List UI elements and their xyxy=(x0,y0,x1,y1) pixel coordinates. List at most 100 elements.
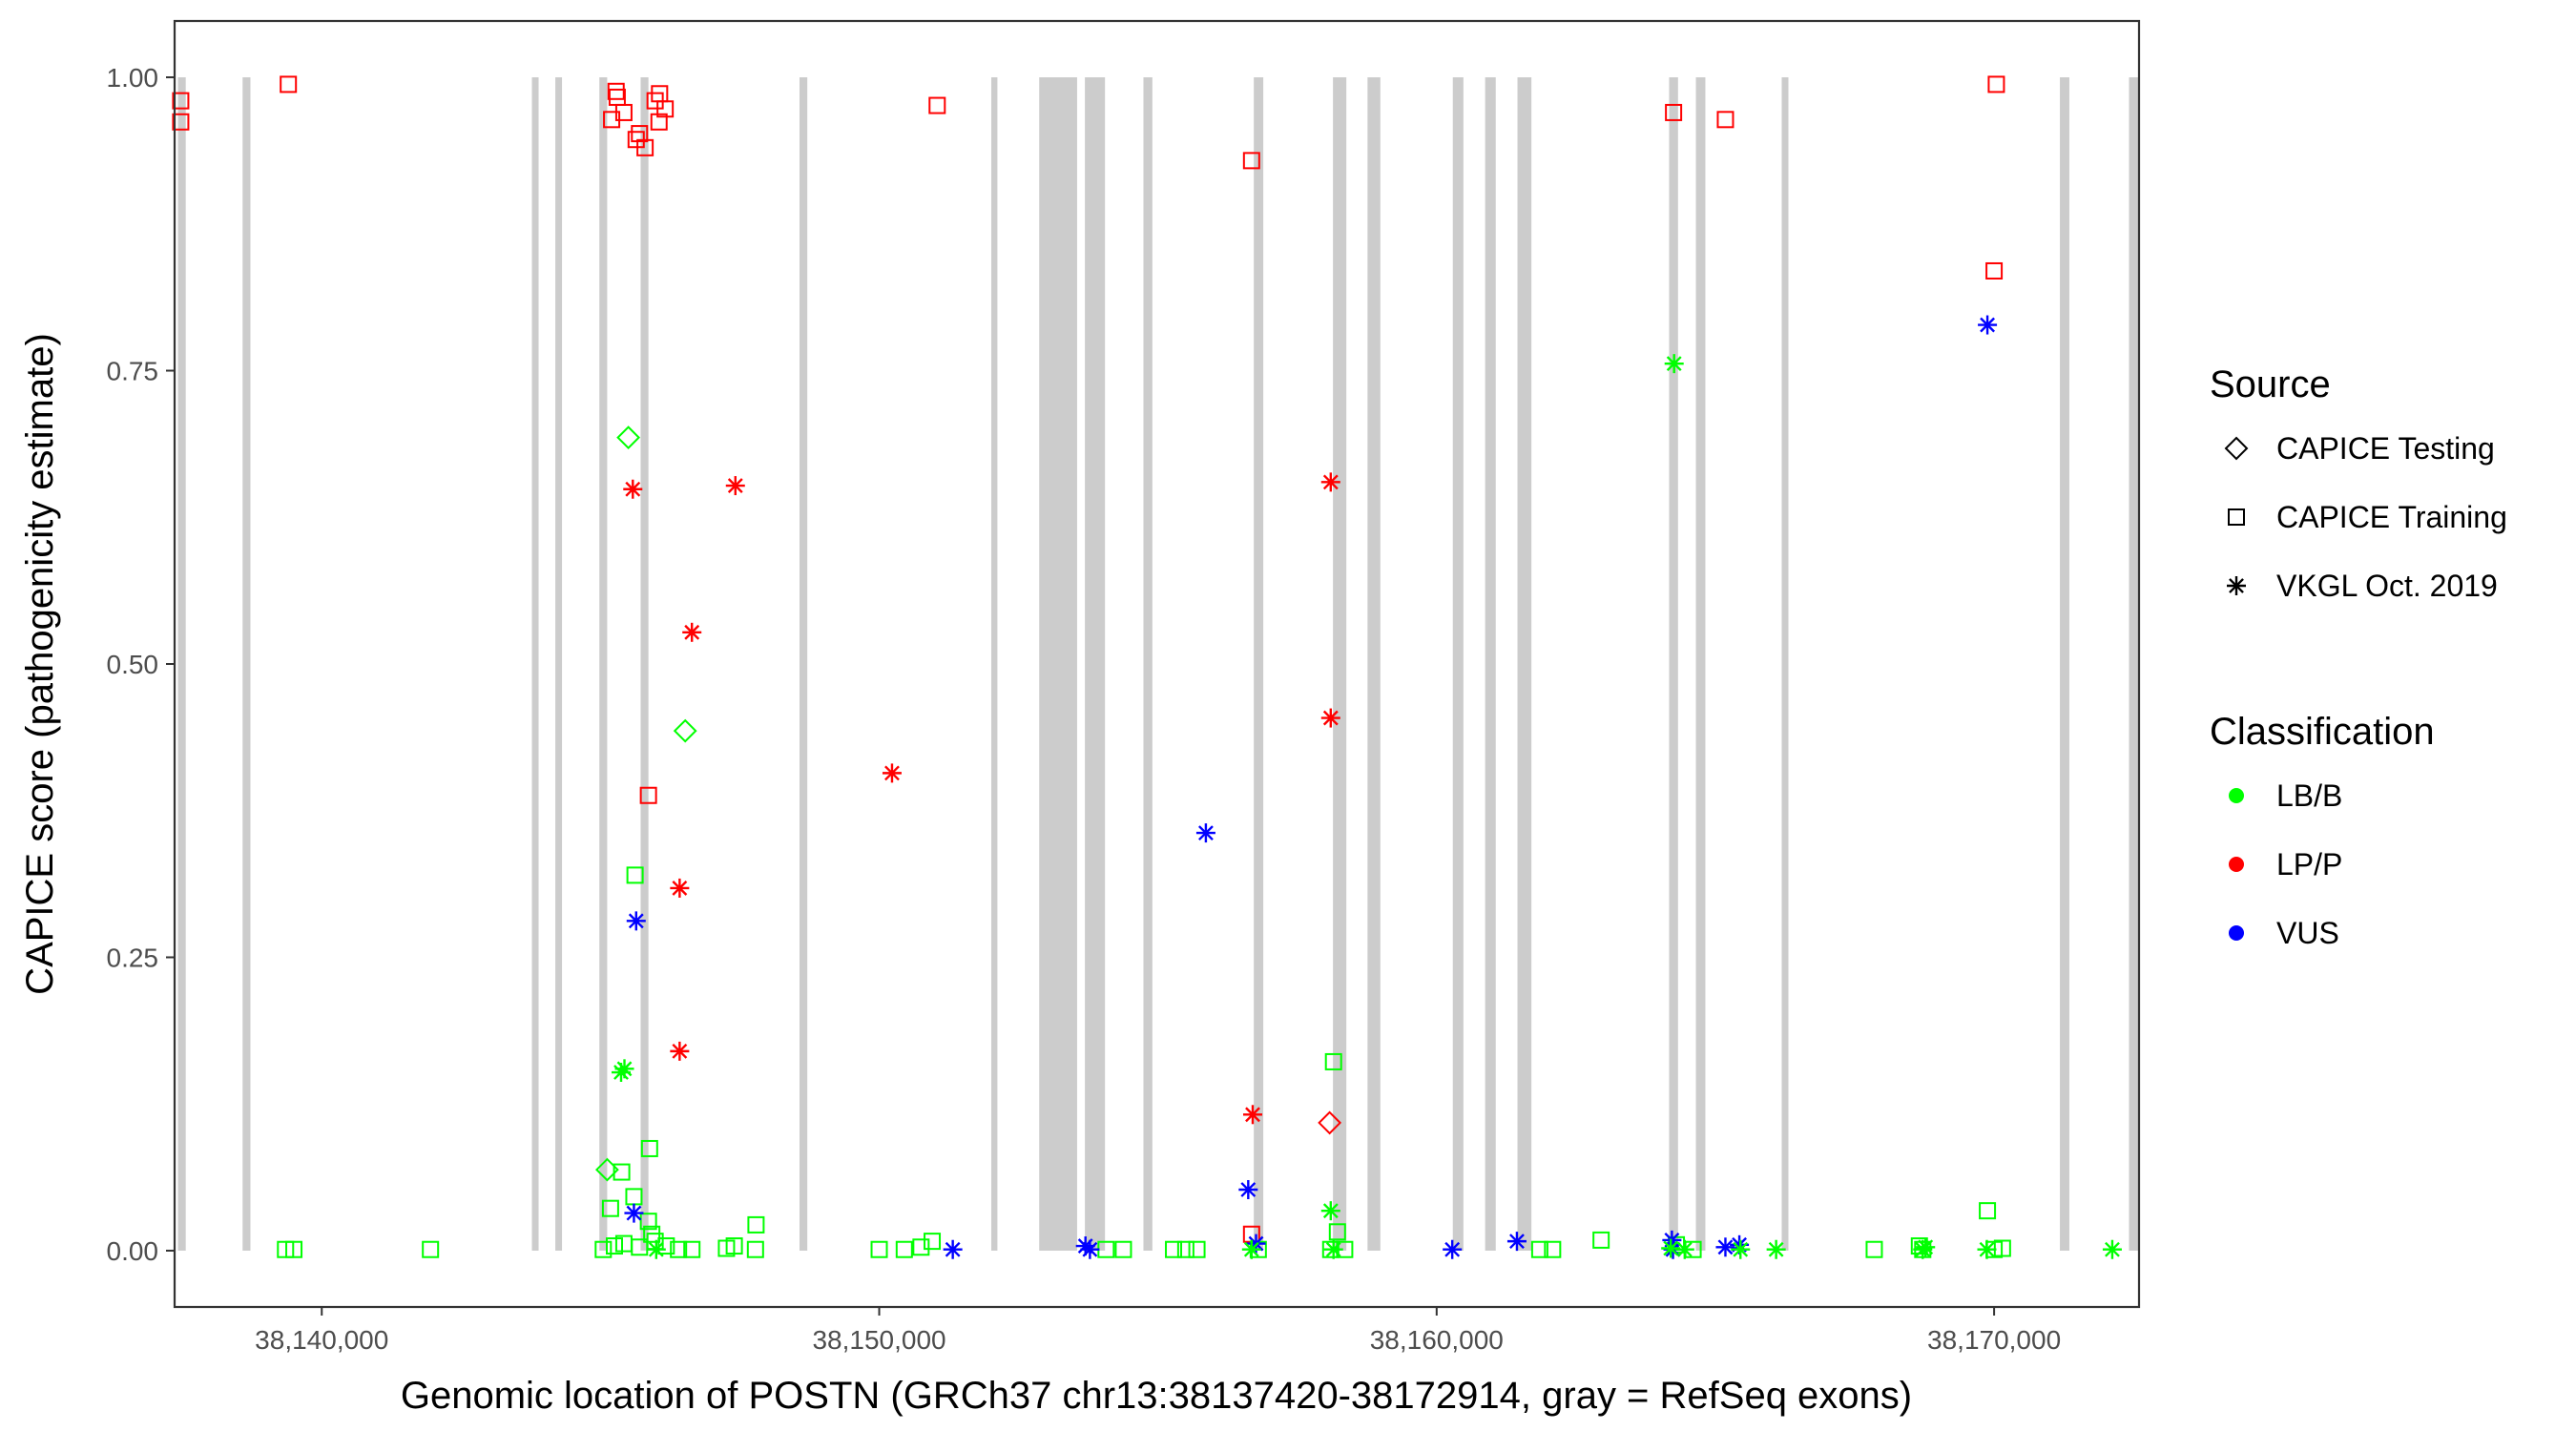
data-point xyxy=(1506,1232,1527,1252)
x-axis-title: Genomic location of POSTN (GRCh37 chr13:… xyxy=(401,1375,1912,1417)
data-point xyxy=(912,1238,930,1256)
data-point xyxy=(1324,1052,1342,1070)
exon-band xyxy=(531,77,539,1251)
exon-band xyxy=(1695,77,1706,1251)
data-point xyxy=(1114,1240,1132,1258)
data-point xyxy=(656,100,675,118)
data-point xyxy=(924,1233,942,1251)
data-point xyxy=(683,1240,701,1258)
y-tick-label: 0.25 xyxy=(107,943,159,972)
data-point xyxy=(670,1041,690,1061)
data-point xyxy=(636,138,654,156)
data-point xyxy=(1865,1240,1883,1258)
data-point xyxy=(646,1239,666,1259)
exon-band xyxy=(1781,77,1789,1251)
legend-key-color xyxy=(2229,925,2244,941)
legend-key-asterisk xyxy=(2227,576,2246,595)
x-tick-label: 38,150,000 xyxy=(812,1325,945,1355)
exon-band xyxy=(1039,77,1077,1251)
exon-band xyxy=(2060,77,2069,1251)
data-point xyxy=(172,113,190,131)
data-point xyxy=(682,622,702,642)
data-point xyxy=(607,82,625,100)
data-point xyxy=(1241,1239,1261,1259)
data-point xyxy=(1731,1239,1751,1259)
data-point xyxy=(1716,111,1735,129)
data-point xyxy=(1977,1239,1997,1259)
data-point xyxy=(943,1239,963,1259)
exon-band xyxy=(1367,77,1381,1251)
data-point xyxy=(895,1240,913,1258)
data-point xyxy=(614,1059,634,1079)
y-tick-label: 1.00 xyxy=(107,63,159,93)
axes: 38,140,000 38,150,000 38,160,000 38,170,000… xyxy=(107,63,2062,1355)
data-point xyxy=(1664,354,1684,374)
data-point xyxy=(285,1240,303,1258)
x-tick-label: 38,140,000 xyxy=(255,1325,388,1355)
data-point xyxy=(1993,1239,2011,1257)
legend: Source CAPICE Testing CAPICE Training VKGL… xyxy=(2210,363,2507,950)
data-point xyxy=(1080,1239,1100,1259)
data-point xyxy=(631,125,649,143)
legend-source-label: CAPICE Training xyxy=(2276,500,2507,534)
exon-band xyxy=(177,77,186,1251)
data-point xyxy=(594,1157,619,1182)
exon-band xyxy=(640,77,649,1251)
exon-band xyxy=(1333,77,1347,1251)
data-point xyxy=(1165,1240,1183,1258)
data-point xyxy=(670,1240,688,1258)
data-point xyxy=(1242,1105,1262,1125)
data-point xyxy=(1242,152,1260,170)
data-point xyxy=(280,75,298,93)
data-point xyxy=(670,878,690,898)
data-point xyxy=(928,96,946,114)
y-tick-label: 0.75 xyxy=(107,357,159,386)
legend-classification-label: LP/P xyxy=(2276,847,2342,881)
data-point xyxy=(1913,1239,1933,1259)
data-point xyxy=(673,718,697,743)
exon-band xyxy=(2129,77,2139,1251)
exon-band xyxy=(242,77,251,1251)
legend-classification-label: LB/B xyxy=(2276,778,2342,813)
exon-band xyxy=(1485,77,1496,1251)
data-point xyxy=(1544,1240,1562,1258)
data-point xyxy=(601,1199,619,1217)
exon-band xyxy=(1517,77,1532,1251)
x-tick-label: 38,170,000 xyxy=(1927,1325,2061,1355)
data-point xyxy=(746,1240,764,1258)
data-point xyxy=(1592,1231,1610,1249)
legend-key-square xyxy=(2228,508,2245,526)
data-point xyxy=(623,479,643,499)
data-point xyxy=(1979,1202,1997,1220)
data-point xyxy=(650,113,668,131)
data-point xyxy=(1715,1237,1735,1257)
data-points xyxy=(172,75,2122,1259)
data-point xyxy=(882,763,902,783)
data-point xyxy=(1443,1239,1463,1259)
exon-band xyxy=(555,77,563,1251)
exon-bands xyxy=(177,77,2139,1251)
exon-band xyxy=(1669,77,1678,1251)
legend-key-diamond xyxy=(2224,436,2249,461)
data-point xyxy=(639,1213,657,1231)
exon-band xyxy=(599,77,608,1251)
legend-source-title: Source xyxy=(2210,363,2331,405)
data-point xyxy=(1323,1239,1343,1259)
data-point xyxy=(1665,103,1683,121)
data-point xyxy=(624,1203,644,1223)
data-point xyxy=(631,1238,649,1256)
exon-band xyxy=(1254,77,1264,1251)
exon-band xyxy=(1085,77,1106,1251)
data-point xyxy=(616,425,641,450)
legend-classification-items: LB/B LP/P VUS xyxy=(2229,778,2342,950)
data-point xyxy=(1238,1180,1258,1200)
data-point xyxy=(725,476,745,496)
exon-band xyxy=(1143,77,1153,1251)
data-point xyxy=(1320,1201,1340,1221)
legend-source-label: VKGL Oct. 2019 xyxy=(2276,569,2498,603)
legend-key-color xyxy=(2229,788,2244,803)
data-point xyxy=(725,1237,743,1255)
exon-band xyxy=(1452,77,1464,1251)
